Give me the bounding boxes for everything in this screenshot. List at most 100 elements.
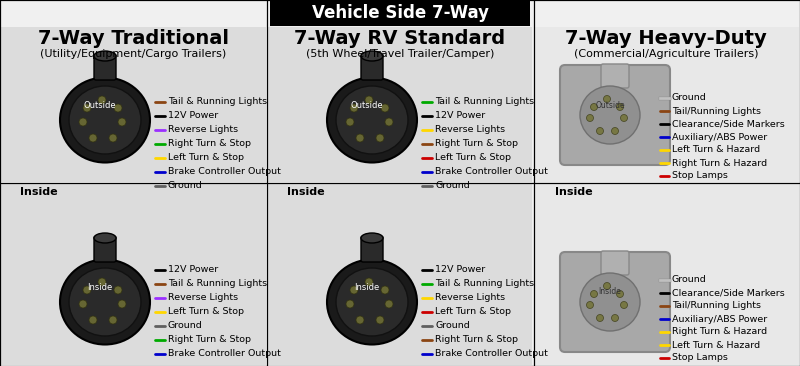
Circle shape [617, 291, 623, 298]
Circle shape [603, 96, 610, 102]
Text: Reverse Lights: Reverse Lights [435, 294, 505, 303]
Text: Brake Controller Output: Brake Controller Output [168, 350, 281, 359]
FancyBboxPatch shape [268, 183, 532, 365]
Text: Tail & Running Lights: Tail & Running Lights [435, 97, 534, 107]
FancyBboxPatch shape [94, 54, 116, 80]
Ellipse shape [94, 51, 116, 61]
Circle shape [590, 104, 598, 111]
Text: Right Turn & Stop: Right Turn & Stop [435, 139, 518, 149]
Text: Left Turn & Stop: Left Turn & Stop [168, 153, 244, 163]
Text: Ground: Ground [435, 182, 470, 190]
Text: 7-Way Traditional: 7-Way Traditional [38, 29, 229, 48]
Text: Inside: Inside [354, 283, 380, 291]
Text: Vehicle Side 7-Way: Vehicle Side 7-Way [311, 4, 489, 22]
Circle shape [621, 302, 627, 309]
Text: Tail/Running Lights: Tail/Running Lights [672, 107, 761, 116]
Circle shape [79, 118, 87, 126]
Ellipse shape [580, 86, 640, 144]
Ellipse shape [336, 268, 408, 336]
Ellipse shape [336, 86, 408, 154]
Circle shape [603, 283, 610, 290]
Circle shape [109, 316, 117, 324]
Ellipse shape [580, 273, 640, 331]
Text: Outside: Outside [595, 101, 625, 109]
Circle shape [89, 134, 97, 142]
FancyBboxPatch shape [535, 183, 799, 365]
Text: Outside: Outside [84, 101, 116, 109]
Circle shape [586, 115, 594, 122]
Circle shape [98, 96, 106, 104]
Text: Left Turn & Hazard: Left Turn & Hazard [672, 146, 760, 154]
Circle shape [118, 300, 126, 308]
Text: Right Turn & Stop: Right Turn & Stop [168, 336, 251, 344]
Text: Right Turn & Stop: Right Turn & Stop [435, 336, 518, 344]
Text: Auxiliary/ABS Power: Auxiliary/ABS Power [672, 132, 767, 142]
Circle shape [385, 118, 393, 126]
Circle shape [597, 127, 603, 134]
FancyBboxPatch shape [361, 236, 383, 262]
Circle shape [83, 104, 91, 112]
Circle shape [346, 118, 354, 126]
Text: Inside: Inside [87, 283, 113, 291]
FancyBboxPatch shape [535, 27, 799, 182]
Circle shape [350, 104, 358, 112]
Circle shape [79, 300, 87, 308]
FancyBboxPatch shape [560, 65, 670, 165]
Circle shape [611, 127, 618, 134]
Text: Auxiliary/ABS Power: Auxiliary/ABS Power [672, 314, 767, 324]
FancyBboxPatch shape [601, 251, 629, 275]
Circle shape [365, 96, 373, 104]
Text: Ground: Ground [672, 276, 706, 284]
Ellipse shape [69, 268, 141, 336]
Text: Left Turn & Stop: Left Turn & Stop [435, 307, 511, 317]
Text: (Commercial/Agriculture Trailers): (Commercial/Agriculture Trailers) [574, 49, 758, 59]
Text: Ground: Ground [168, 321, 202, 330]
Circle shape [118, 118, 126, 126]
Text: Tail & Running Lights: Tail & Running Lights [168, 97, 267, 107]
Circle shape [350, 286, 358, 294]
FancyBboxPatch shape [268, 27, 532, 182]
Ellipse shape [94, 233, 116, 243]
Circle shape [617, 104, 623, 111]
Text: Brake Controller Output: Brake Controller Output [435, 168, 548, 176]
Circle shape [376, 316, 384, 324]
Text: Brake Controller Output: Brake Controller Output [168, 168, 281, 176]
Text: Tail & Running Lights: Tail & Running Lights [168, 280, 267, 288]
Circle shape [109, 134, 117, 142]
Circle shape [114, 104, 122, 112]
Circle shape [381, 104, 389, 112]
FancyBboxPatch shape [270, 0, 530, 26]
Text: Clearance/Side Markers: Clearance/Side Markers [672, 120, 785, 128]
Text: 12V Power: 12V Power [435, 112, 486, 120]
Circle shape [114, 286, 122, 294]
Text: Left Turn & Stop: Left Turn & Stop [168, 307, 244, 317]
Text: Inside: Inside [598, 288, 622, 296]
FancyBboxPatch shape [560, 252, 670, 352]
Text: Ground: Ground [435, 321, 470, 330]
Circle shape [83, 286, 91, 294]
Circle shape [381, 286, 389, 294]
Ellipse shape [69, 86, 141, 154]
Ellipse shape [361, 51, 383, 61]
Text: 7-Way RV Standard: 7-Way RV Standard [294, 29, 506, 48]
Ellipse shape [327, 259, 417, 344]
Text: 12V Power: 12V Power [168, 265, 218, 274]
Circle shape [98, 278, 106, 286]
Text: Ground: Ground [672, 93, 706, 102]
Text: Clearance/Side Markers: Clearance/Side Markers [672, 288, 785, 298]
Ellipse shape [60, 78, 150, 163]
Text: Left Turn & Hazard: Left Turn & Hazard [672, 340, 760, 350]
Circle shape [89, 316, 97, 324]
Circle shape [356, 134, 364, 142]
Text: Right Turn & Hazard: Right Turn & Hazard [672, 158, 767, 168]
FancyBboxPatch shape [1, 183, 266, 365]
Text: 12V Power: 12V Power [168, 112, 218, 120]
FancyBboxPatch shape [601, 64, 629, 88]
Ellipse shape [361, 233, 383, 243]
Text: Inside: Inside [20, 187, 58, 197]
Text: Tail & Running Lights: Tail & Running Lights [435, 280, 534, 288]
Text: Reverse Lights: Reverse Lights [435, 126, 505, 134]
Text: (Utility/Equipment/Cargo Trailers): (Utility/Equipment/Cargo Trailers) [40, 49, 226, 59]
Text: Inside: Inside [287, 187, 325, 197]
Text: Ground: Ground [168, 182, 202, 190]
